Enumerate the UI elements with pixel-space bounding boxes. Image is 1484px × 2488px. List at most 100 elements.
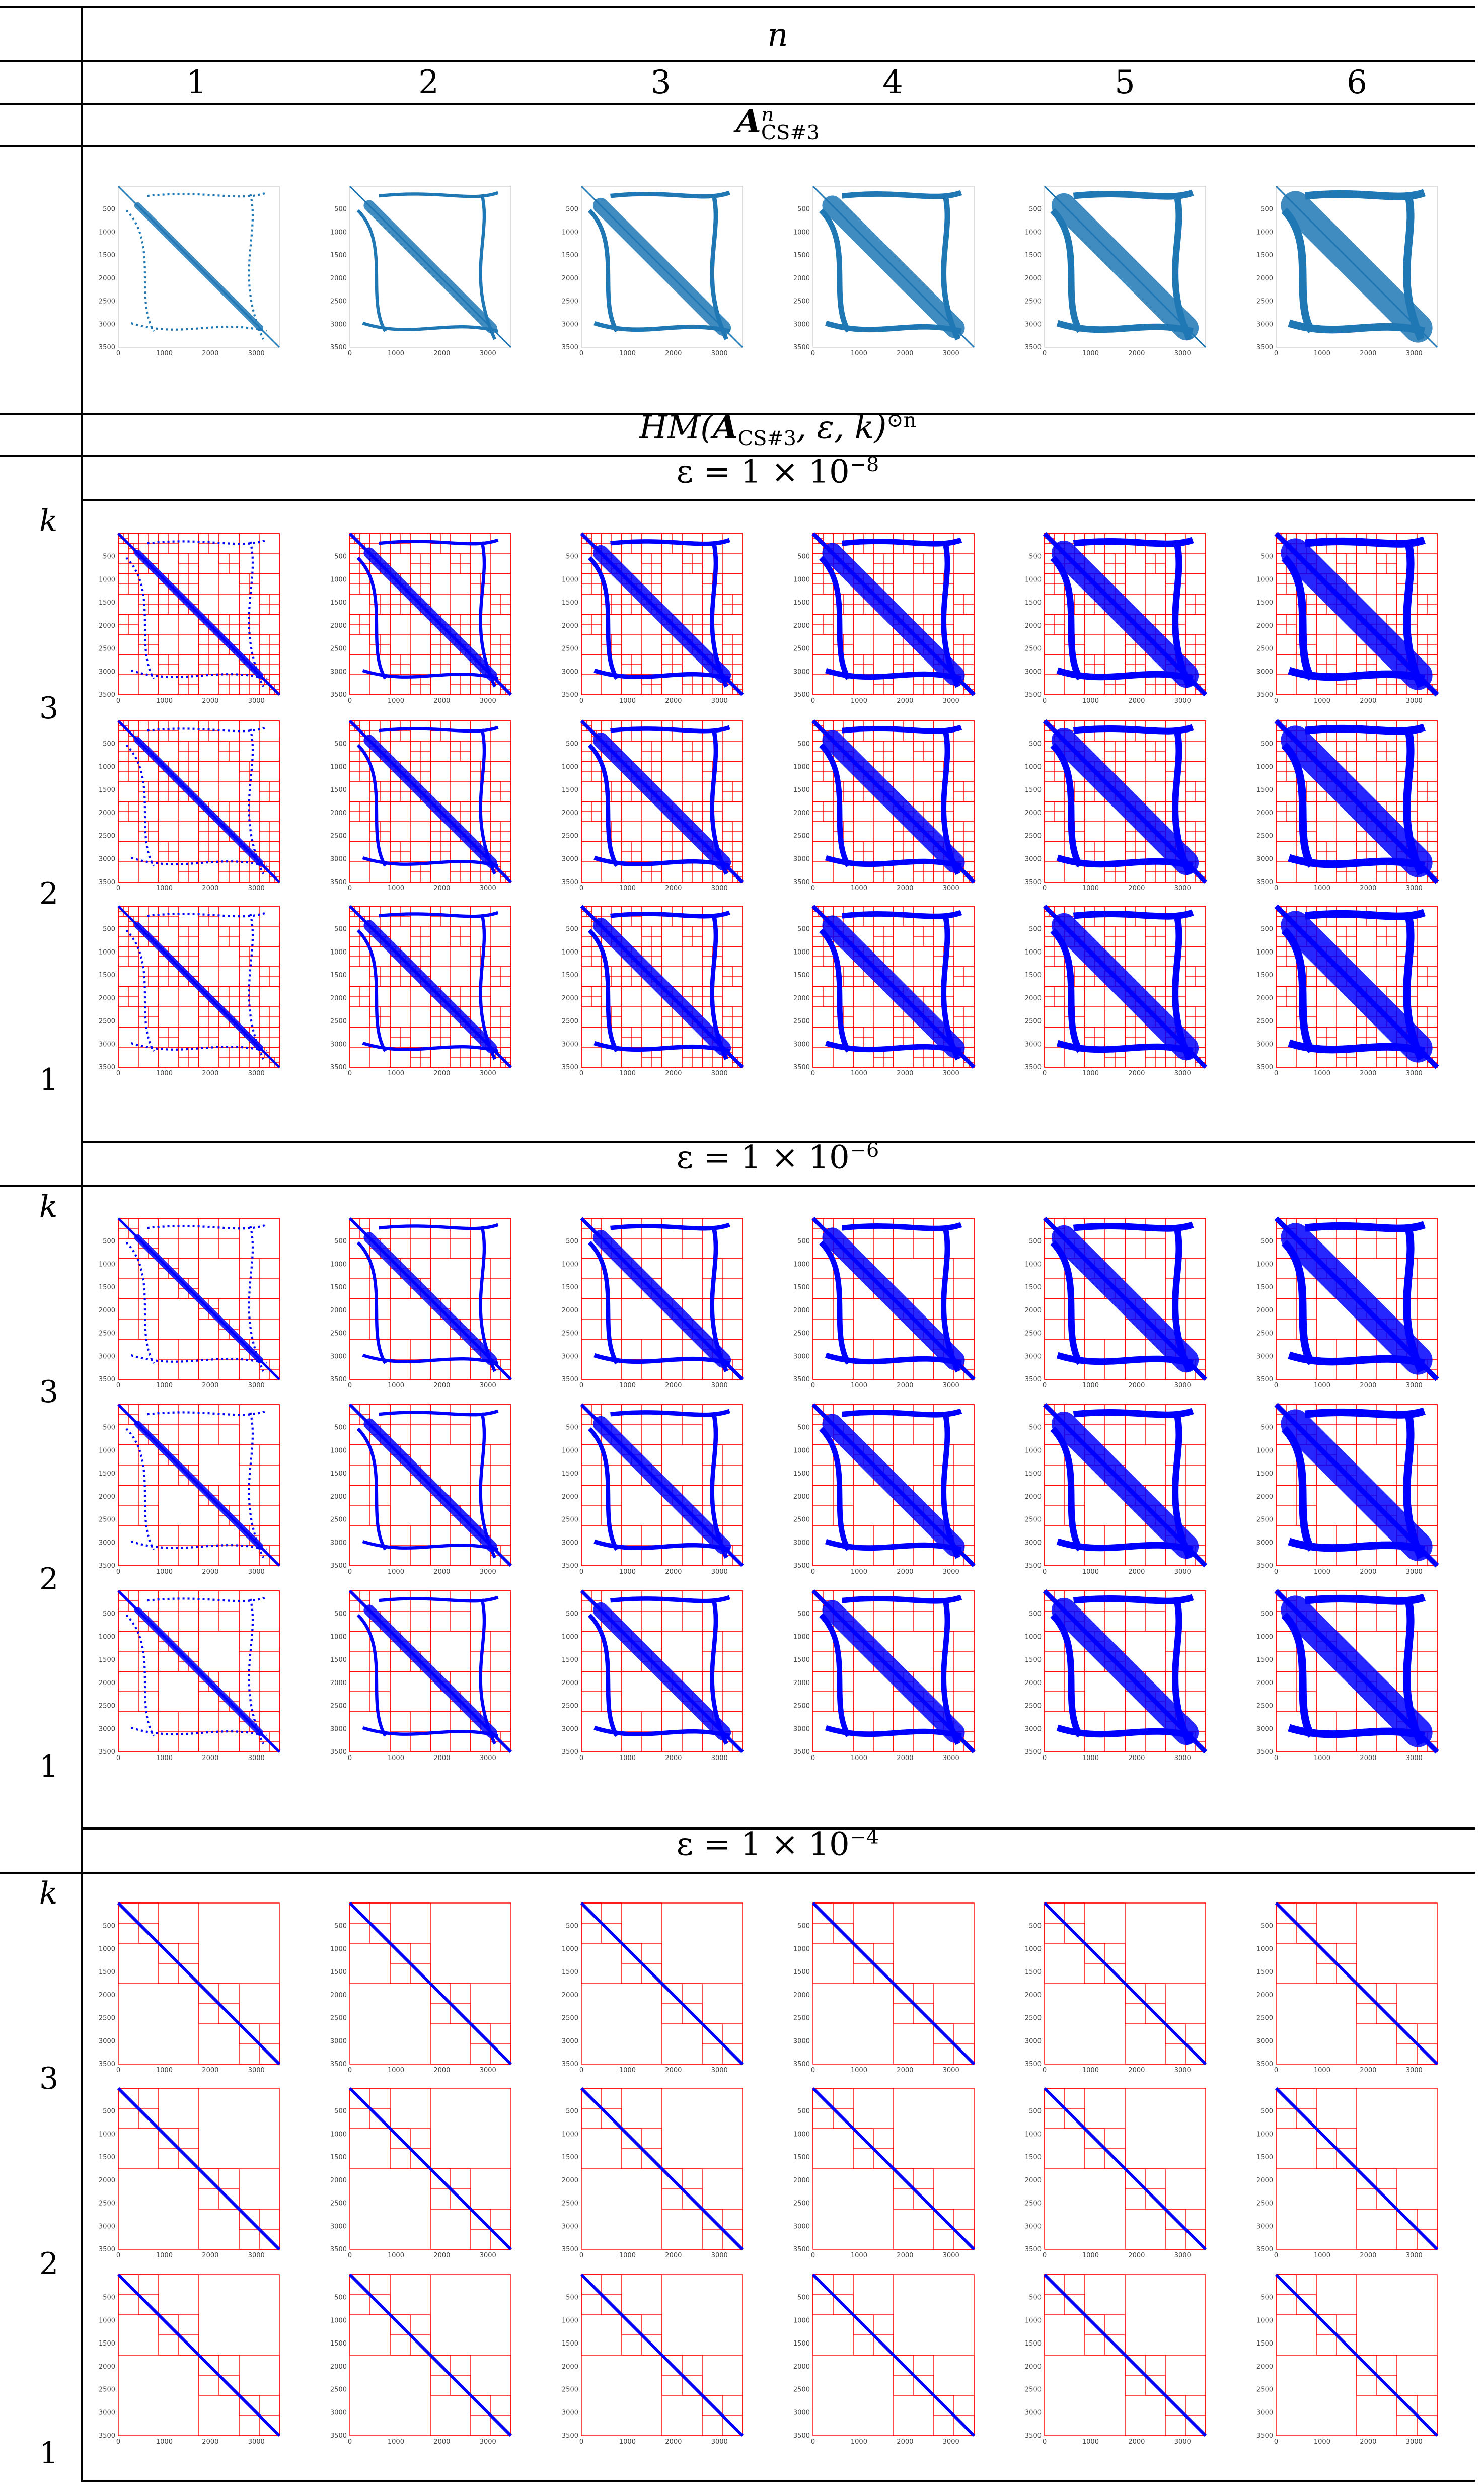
h-block bbox=[430, 1444, 471, 1486]
y-tick-label: 1000 bbox=[99, 1261, 115, 1268]
h-block bbox=[369, 761, 391, 782]
y-tick-label: 2500 bbox=[1025, 298, 1042, 306]
h-block bbox=[953, 741, 975, 762]
x-tick-label: 3000 bbox=[1406, 350, 1423, 357]
h-block bbox=[1044, 1404, 1055, 1415]
h-block bbox=[239, 946, 250, 957]
row-label-b2-1: 1 bbox=[39, 1749, 59, 1784]
h-block bbox=[158, 720, 169, 731]
h-block bbox=[722, 1319, 743, 1340]
h-block bbox=[349, 1027, 370, 1048]
h-block bbox=[953, 573, 975, 595]
h-block bbox=[682, 926, 693, 937]
y-tick-label: 2500 bbox=[1025, 833, 1042, 840]
x-tick-label: 0 bbox=[811, 1382, 815, 1389]
h-block bbox=[913, 1238, 934, 1259]
h-block bbox=[158, 1465, 179, 1486]
h-block bbox=[158, 1339, 179, 1360]
hm-plot-eps1-k2-n6-dense-diagonal bbox=[1274, 719, 1439, 884]
row-label-b3-1: 1 bbox=[39, 2436, 59, 2471]
h-block bbox=[500, 831, 511, 842]
h-block bbox=[732, 1555, 743, 1566]
h-block bbox=[158, 1525, 179, 1546]
h-block bbox=[158, 741, 179, 762]
h-block bbox=[1396, 946, 1407, 957]
hm-plot-eps1-k2-n6: 500 1000 1500 2000 2500 3000 3500 0 1000 2000 3000 bbox=[1256, 719, 1439, 892]
y-tick-label: 1500 bbox=[99, 1470, 115, 1478]
y-tick-label: 3000 bbox=[793, 1353, 810, 1360]
h-block bbox=[158, 966, 169, 977]
h-block bbox=[500, 1555, 511, 1566]
h-block bbox=[661, 1027, 673, 1038]
h-block bbox=[259, 926, 280, 947]
h-block bbox=[349, 730, 360, 742]
h-block bbox=[380, 791, 391, 802]
h-block bbox=[430, 1027, 441, 1038]
right-arc bbox=[941, 1225, 960, 1373]
h-block bbox=[490, 1278, 511, 1299]
y-tick-label: 500 bbox=[334, 1238, 347, 1246]
h-block bbox=[661, 553, 683, 574]
h-block bbox=[732, 604, 743, 615]
h-block bbox=[581, 1444, 602, 1466]
y-tick-label: 2000 bbox=[330, 1493, 347, 1501]
x-tick-label: 2000 bbox=[202, 1568, 218, 1576]
y-tick-label: 2500 bbox=[562, 298, 578, 306]
x-tick-label: 3000 bbox=[943, 697, 959, 705]
h-block bbox=[249, 811, 260, 822]
h-block bbox=[450, 986, 461, 997]
x-tick-label: 1000 bbox=[156, 697, 173, 705]
y-tick-label: 500 bbox=[1260, 206, 1273, 213]
x-tick-label: 2000 bbox=[1128, 1070, 1145, 1077]
h-block bbox=[349, 533, 355, 539]
h-block bbox=[490, 946, 511, 967]
hm-plot-eps1-k1-n1: 500 1000 1500 2000 2500 3000 3500 0 1000 2000 3000 bbox=[99, 905, 280, 1077]
h-block bbox=[737, 1062, 743, 1068]
h-block bbox=[1185, 761, 1206, 782]
h-block bbox=[1125, 654, 1136, 665]
h-block bbox=[168, 976, 179, 987]
y-tick-label: 2500 bbox=[99, 298, 115, 306]
h-block bbox=[682, 1424, 703, 1445]
h-block bbox=[953, 781, 964, 792]
h-block bbox=[853, 801, 874, 822]
hm-plot-eps2-k2-n4: 500 1000 1500 2000 2500 3000 3500 0 1000 2000 3000 bbox=[793, 1403, 976, 1576]
h-block bbox=[581, 781, 602, 802]
y-tick-label: 1000 bbox=[793, 229, 810, 236]
h-block bbox=[208, 831, 219, 842]
y-tick-label: 2000 bbox=[793, 275, 810, 282]
top-arc bbox=[842, 724, 962, 734]
h-block bbox=[198, 1339, 219, 1360]
h-block bbox=[682, 614, 693, 625]
h-block bbox=[1165, 761, 1176, 772]
h-block bbox=[158, 1218, 179, 1239]
h-block bbox=[661, 841, 673, 852]
hm-plot-eps1-k2-n3-dense-diagonal bbox=[580, 719, 744, 884]
x-tick-label: 1000 bbox=[619, 1568, 636, 1576]
h-block bbox=[823, 811, 834, 822]
left-arc bbox=[819, 1427, 851, 1551]
y-tick-label: 1000 bbox=[793, 763, 810, 771]
h-block bbox=[732, 1369, 743, 1380]
x-tick-label: 0 bbox=[1043, 1568, 1047, 1576]
h-block bbox=[823, 956, 834, 967]
right-arc bbox=[710, 541, 728, 688]
h-block bbox=[118, 654, 139, 675]
hm-plot-eps1-k1-n4: 500 1000 1500 2000 2500 3000 3500 0 1000 2000 3000 bbox=[793, 905, 976, 1077]
h-block bbox=[953, 966, 964, 977]
h-block bbox=[883, 1057, 894, 1068]
y-tick-label: 1500 bbox=[1025, 1470, 1042, 1478]
h-block bbox=[420, 1057, 431, 1068]
x-tick-label: 3000 bbox=[943, 1382, 959, 1389]
hm-plot-eps2-k2-n1-blocks bbox=[118, 1404, 280, 1566]
h-block bbox=[218, 801, 230, 812]
y-tick-label: 3000 bbox=[1025, 1041, 1042, 1048]
h-block bbox=[963, 831, 975, 842]
x-tick-label: 1000 bbox=[156, 1568, 173, 1576]
h-block bbox=[269, 851, 280, 862]
h-block bbox=[1386, 751, 1397, 762]
h-block bbox=[259, 801, 280, 822]
